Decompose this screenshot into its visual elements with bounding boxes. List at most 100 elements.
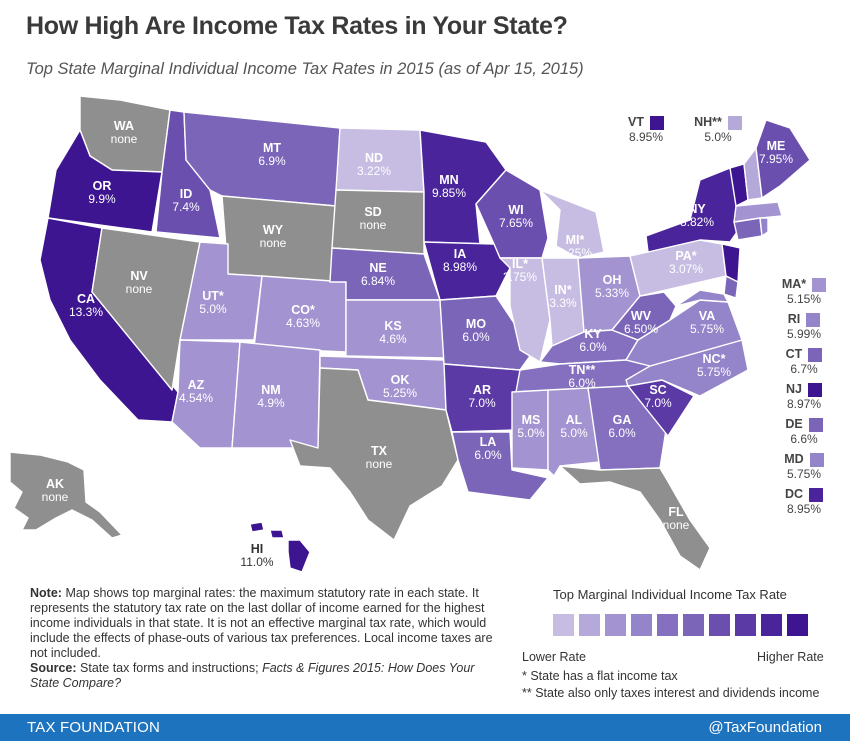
legend-high-label: Higher Rate <box>757 650 824 664</box>
state-label-CO: CO* <box>291 303 315 317</box>
state-IA[interactable] <box>423 241 511 301</box>
state-MA[interactable] <box>733 201 783 223</box>
state-label-WI: WI <box>508 203 523 217</box>
state-label-ND: ND <box>365 151 383 165</box>
legend-title: Top Marginal Individual Income Tax Rate <box>553 587 787 602</box>
legend-low-label: Lower Rate <box>522 650 586 664</box>
state-AK[interactable] <box>9 451 123 539</box>
state-label-WA: WA <box>114 119 134 133</box>
state-label-CA: CA <box>77 292 95 306</box>
callout-abbr-RI: RI <box>787 312 801 326</box>
state-rate-NV: none <box>126 282 153 296</box>
footer-handle[interactable]: @TaxFoundation <box>708 719 822 736</box>
state-rate-CA: 13.3% <box>69 305 103 319</box>
legend-swatch-7 <box>709 614 730 636</box>
callout-abbr-CT: CT <box>785 347 803 361</box>
state-rate-MN: 9.85% <box>432 186 466 200</box>
state-rate-MO: 6.0% <box>462 330 490 344</box>
swatch-VT <box>649 115 664 130</box>
state-label-WY: WY <box>263 223 284 237</box>
swatch-DE <box>808 417 823 432</box>
state-label-UT: UT* <box>202 289 224 303</box>
legend-swatch-5 <box>657 614 678 636</box>
state-rate-WA: none <box>111 132 138 146</box>
state-label-TX: TX <box>371 444 388 458</box>
state-label-KS: KS <box>384 319 401 333</box>
callout-NH: NH** 5.0% <box>688 115 748 144</box>
state-TX[interactable] <box>289 367 459 541</box>
callout-rate-NJ: 8.97% <box>786 396 822 411</box>
state-label-IL: IL* <box>512 257 528 271</box>
legend-swatch-4 <box>631 614 652 636</box>
state-rate-MT: 6.9% <box>258 154 286 168</box>
state-label-MO: MO <box>466 317 486 331</box>
state-OR[interactable] <box>47 129 163 233</box>
state-AR[interactable] <box>443 363 521 433</box>
state-RI[interactable] <box>759 217 769 237</box>
state-label-SD: SD <box>364 205 381 219</box>
callout-rate-RI: 5.99% <box>786 326 822 341</box>
state-rate-FL: none <box>663 518 690 532</box>
state-MD[interactable] <box>675 289 729 307</box>
callout-rate-DC: 8.95% <box>786 501 822 516</box>
state-rate-SD: none <box>360 218 387 232</box>
legend-swatch-10 <box>787 614 808 636</box>
state-NV[interactable] <box>91 227 201 391</box>
footer-brand: TAX FOUNDATION <box>27 719 161 736</box>
state-label-NV: NV <box>130 269 148 283</box>
callout-abbr-MA: MA* <box>781 277 807 291</box>
state-rate-IL: 3.75% <box>503 270 537 284</box>
callout-MD: MD 5.75% <box>770 452 838 481</box>
state-DE[interactable] <box>723 275 739 299</box>
state-rate-WY: none <box>260 236 287 250</box>
legend-swatch-9 <box>761 614 782 636</box>
state-rate-HI: 11.0% <box>240 555 273 569</box>
callout-DE: DE 6.6% <box>770 417 838 446</box>
callout-rate-MD: 5.75% <box>786 466 822 481</box>
note-block: Note: Map shows top marginal rates: the … <box>30 586 493 690</box>
swatch-MA <box>812 277 827 292</box>
state-label-MS: MS <box>522 413 541 427</box>
state-rate-SC: 7.0% <box>644 396 672 410</box>
state-rate-IA: 8.98% <box>443 260 477 274</box>
state-rate-NC: 5.75% <box>697 365 731 379</box>
state-label-OR: OR <box>93 179 112 193</box>
state-HI[interactable] <box>249 521 311 573</box>
swatch-MD <box>809 452 824 467</box>
callout-abbr-MD: MD <box>784 452 804 466</box>
callout-VT: VT 8.95% <box>628 115 664 144</box>
state-FL[interactable] <box>559 465 711 571</box>
state-MN[interactable] <box>419 129 507 245</box>
callout-rate-CT: 6.7% <box>790 361 818 376</box>
state-label-AK: AK <box>46 477 64 491</box>
state-LA[interactable] <box>451 431 549 501</box>
state-GA[interactable] <box>587 385 667 471</box>
state-ME[interactable] <box>755 119 811 199</box>
legend-swatch-6 <box>683 614 704 636</box>
legend-color-scale <box>553 614 808 636</box>
legend-swatch-8 <box>735 614 756 636</box>
callout-MA: MA* 5.15% <box>770 277 838 306</box>
page-title: How High Are Income Tax Rates in Your St… <box>26 12 568 40</box>
state-label-TN: TN** <box>569 363 596 377</box>
legend-swatch-1 <box>553 614 574 636</box>
swatch-DC <box>809 487 824 502</box>
footnote-interest: ** State also only taxes interest and di… <box>522 686 820 700</box>
state-label-LA: LA <box>480 435 497 449</box>
state-WI[interactable] <box>475 169 549 259</box>
state-label-PA: PA* <box>675 249 696 263</box>
state-rate-TX: none <box>366 457 393 471</box>
swatch-NH <box>727 115 742 130</box>
state-rate-LA: 6.0% <box>474 448 502 462</box>
state-label-MT: MT <box>263 141 281 155</box>
footer-bar: TAX FOUNDATION @TaxFoundation <box>0 714 850 741</box>
state-label-SC: SC <box>649 383 666 397</box>
callout-NJ: NJ 8.97% <box>770 382 838 411</box>
state-VA[interactable] <box>625 299 743 367</box>
callout-rate-DE: 6.6% <box>790 431 818 446</box>
footnote-flat: * State has a flat income tax <box>522 669 678 683</box>
state-rate-NY: 8.82% <box>680 215 714 229</box>
state-rate-AL: 5.0% <box>560 426 588 440</box>
state-rate-KY: 6.0% <box>579 340 607 354</box>
